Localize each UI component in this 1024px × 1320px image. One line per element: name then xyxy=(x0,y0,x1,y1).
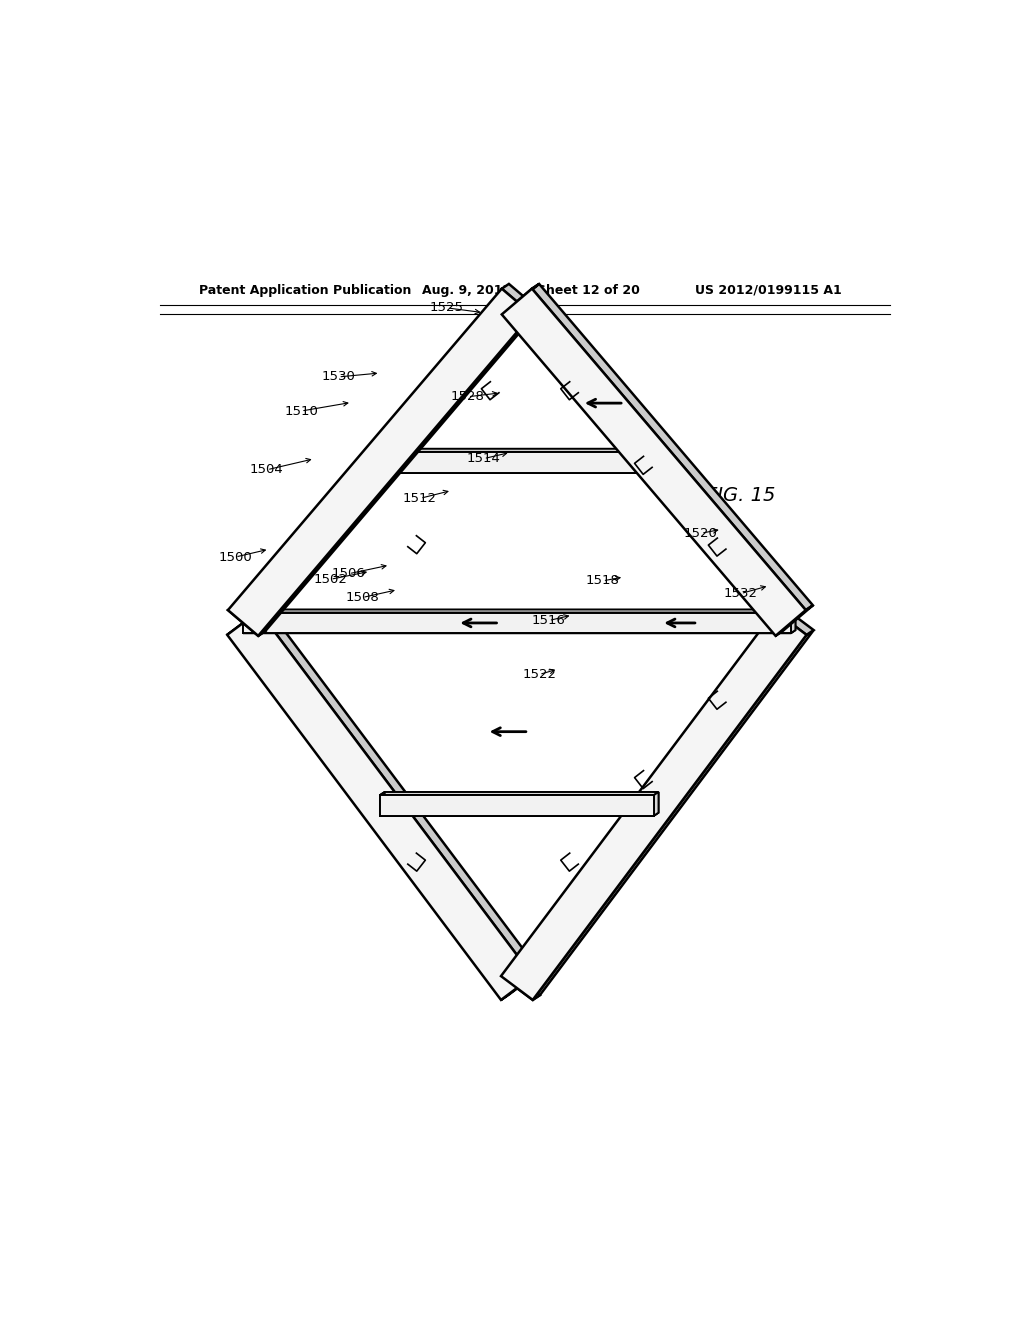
Polygon shape xyxy=(227,606,266,635)
Text: 1522: 1522 xyxy=(522,668,556,681)
Text: 1520: 1520 xyxy=(684,527,718,540)
Polygon shape xyxy=(502,284,539,314)
Text: FIG. 15: FIG. 15 xyxy=(706,487,775,506)
Text: 1510: 1510 xyxy=(284,404,317,417)
Polygon shape xyxy=(653,449,658,473)
Text: 1504: 1504 xyxy=(250,463,284,477)
Text: Patent Application Publication: Patent Application Publication xyxy=(200,284,412,297)
Polygon shape xyxy=(259,606,540,975)
Text: Sheet 12 of 20: Sheet 12 of 20 xyxy=(537,284,640,297)
Polygon shape xyxy=(380,470,658,473)
Polygon shape xyxy=(380,795,653,816)
Text: 1500: 1500 xyxy=(218,550,252,564)
Polygon shape xyxy=(775,606,814,635)
Polygon shape xyxy=(380,449,385,473)
Polygon shape xyxy=(380,449,658,451)
Polygon shape xyxy=(243,610,796,612)
Polygon shape xyxy=(243,630,796,634)
Polygon shape xyxy=(258,310,539,636)
Polygon shape xyxy=(501,972,540,1001)
Polygon shape xyxy=(380,451,653,473)
Text: 1525: 1525 xyxy=(430,301,464,314)
Text: 1528: 1528 xyxy=(451,391,484,404)
Text: Aug. 9, 2012: Aug. 9, 2012 xyxy=(422,284,511,297)
Polygon shape xyxy=(653,792,658,816)
Polygon shape xyxy=(791,610,796,634)
Polygon shape xyxy=(380,792,385,816)
Text: 1512: 1512 xyxy=(403,492,437,504)
Polygon shape xyxy=(653,449,658,473)
Polygon shape xyxy=(502,284,539,314)
Polygon shape xyxy=(380,792,385,816)
Polygon shape xyxy=(502,289,806,636)
Polygon shape xyxy=(243,612,791,634)
Text: 1502: 1502 xyxy=(313,573,347,586)
Polygon shape xyxy=(501,972,540,1001)
Polygon shape xyxy=(791,610,796,634)
Text: 1532: 1532 xyxy=(724,587,758,601)
Text: 1506: 1506 xyxy=(332,568,366,581)
Polygon shape xyxy=(243,612,791,634)
Polygon shape xyxy=(228,289,531,636)
Text: 1508: 1508 xyxy=(345,591,379,605)
Text: 1516: 1516 xyxy=(531,614,565,627)
Polygon shape xyxy=(653,792,658,816)
Polygon shape xyxy=(501,611,807,1001)
Text: 1518: 1518 xyxy=(586,574,620,587)
Text: 1514: 1514 xyxy=(467,453,501,465)
Polygon shape xyxy=(228,606,265,636)
Polygon shape xyxy=(380,813,658,816)
Text: 1530: 1530 xyxy=(322,371,355,383)
Text: US 2012/0199115 A1: US 2012/0199115 A1 xyxy=(695,284,842,297)
Polygon shape xyxy=(380,449,385,473)
Polygon shape xyxy=(531,284,813,610)
Polygon shape xyxy=(227,611,532,1001)
Polygon shape xyxy=(380,451,653,473)
Polygon shape xyxy=(243,610,248,634)
Polygon shape xyxy=(532,630,814,1001)
Polygon shape xyxy=(380,795,653,816)
Polygon shape xyxy=(775,606,813,636)
Polygon shape xyxy=(380,792,658,795)
Polygon shape xyxy=(243,610,248,634)
